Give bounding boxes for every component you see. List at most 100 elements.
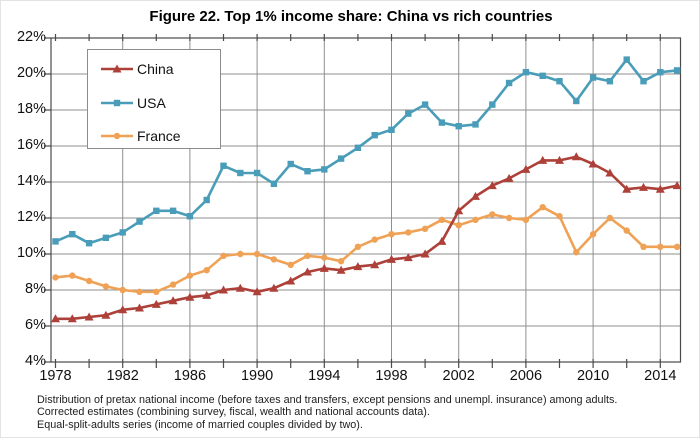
legend: China USA France	[87, 49, 221, 149]
square-marker-icon	[337, 155, 345, 162]
circle-marker-icon	[102, 283, 110, 290]
x-tick-label: 2014	[644, 368, 677, 384]
triangle-marker-icon	[538, 155, 548, 164]
series-markers-france	[52, 204, 681, 295]
circle-marker-icon	[69, 272, 76, 279]
circle-marker-icon	[673, 243, 681, 250]
square-marker-icon	[556, 78, 563, 85]
y-tick-label: 14%	[16, 173, 46, 189]
circle-marker-icon	[253, 250, 261, 258]
series-markers-usa	[52, 56, 681, 247]
square-marker-icon	[388, 126, 395, 133]
circle-marker-icon	[337, 258, 345, 265]
y-tick-label: 6%	[25, 317, 46, 333]
square-marker-icon	[220, 162, 227, 169]
legend-label-china: China	[137, 61, 174, 77]
square-marker-icon	[354, 144, 362, 151]
square-marker-icon	[270, 180, 278, 187]
triangle-marker-icon	[454, 206, 464, 215]
triangle-marker-icon	[118, 305, 128, 314]
circle-marker-icon	[573, 249, 580, 256]
triangle-marker-icon	[471, 191, 480, 200]
square-marker-icon	[321, 166, 328, 173]
x-tick-label: 2010	[576, 368, 610, 384]
triangle-marker-icon	[219, 285, 228, 294]
square-marker-icon	[186, 213, 194, 220]
circle-marker-icon	[203, 267, 210, 274]
triangle-marker-icon	[202, 290, 212, 299]
triangle-marker-icon	[622, 184, 632, 193]
y-tick-label: 20%	[16, 65, 46, 81]
circle-marker-icon	[220, 252, 227, 259]
square-marker-icon	[203, 196, 210, 204]
triangle-marker-icon	[286, 276, 296, 285]
triangle-marker-icon	[151, 299, 161, 308]
triangle-marker-icon	[168, 296, 178, 305]
circle-marker-icon	[85, 277, 93, 285]
triangle-marker-icon	[403, 253, 413, 262]
circle-marker-icon	[270, 256, 278, 263]
x-tick-label: 1986	[173, 368, 207, 384]
y-tick-label: 8%	[25, 281, 46, 297]
y-tick-label: 22%	[16, 29, 46, 45]
square-marker-icon	[522, 69, 530, 76]
square-marker-icon	[472, 121, 479, 128]
x-tick-label: 1982	[106, 368, 139, 384]
circle-marker-icon	[472, 216, 479, 223]
x-tick-label: 1978	[39, 368, 72, 384]
triangle-marker-icon	[504, 173, 514, 182]
triangle-marker-icon	[639, 182, 648, 191]
legend-marker-france-icon	[101, 132, 133, 140]
triangle-marker-icon	[672, 181, 682, 190]
square-marker-icon	[489, 101, 496, 108]
x-tick-label: 1998	[375, 368, 408, 384]
legend-marker-usa-icon	[101, 99, 133, 107]
circle-marker-icon	[237, 250, 244, 258]
x-tick-label: 1990	[240, 368, 274, 384]
triangle-marker-icon	[521, 164, 531, 173]
x-tick-label: 2006	[509, 368, 543, 384]
square-marker-icon	[113, 99, 121, 107]
circle-marker-icon	[589, 231, 597, 238]
triangle-marker-icon	[336, 265, 346, 274]
triangle-marker-icon	[112, 64, 122, 73]
triangle-marker-icon	[252, 287, 262, 296]
square-marker-icon	[657, 69, 664, 76]
series-line-france	[54, 205, 679, 294]
legend-label-france: France	[137, 128, 181, 144]
square-marker-icon	[304, 168, 311, 175]
circle-marker-icon	[556, 213, 563, 220]
circle-marker-icon	[153, 288, 160, 295]
y-tick-label: 18%	[16, 101, 46, 117]
triangle-marker-icon	[303, 267, 312, 276]
square-marker-icon	[589, 74, 597, 81]
circle-marker-icon	[354, 243, 362, 250]
square-marker-icon	[405, 110, 412, 117]
triangle-marker-icon	[437, 236, 447, 245]
y-tick-label: 12%	[16, 209, 46, 225]
legend-item-france: France	[99, 127, 181, 145]
square-marker-icon	[438, 119, 446, 126]
triangle-marker-icon	[319, 263, 329, 272]
square-marker-icon	[69, 231, 76, 238]
x-tick-label: 1994	[308, 368, 341, 384]
square-marker-icon	[169, 207, 177, 214]
circle-marker-icon	[119, 286, 126, 294]
legend-item-usa: USA	[99, 94, 166, 112]
legend-label-usa: USA	[137, 95, 166, 111]
circle-marker-icon	[522, 216, 530, 223]
triangle-marker-icon	[387, 254, 396, 263]
circle-marker-icon	[606, 214, 614, 222]
square-marker-icon	[237, 169, 244, 177]
circle-marker-icon	[304, 252, 311, 259]
triangle-marker-icon	[51, 314, 60, 323]
triangle-marker-icon	[571, 152, 581, 161]
plot-border	[50, 37, 682, 363]
circle-marker-icon	[113, 132, 121, 140]
circle-marker-icon	[539, 204, 546, 211]
square-marker-icon	[455, 123, 462, 130]
series-markers-china	[51, 152, 682, 323]
y-tick-label: 10%	[16, 245, 46, 261]
